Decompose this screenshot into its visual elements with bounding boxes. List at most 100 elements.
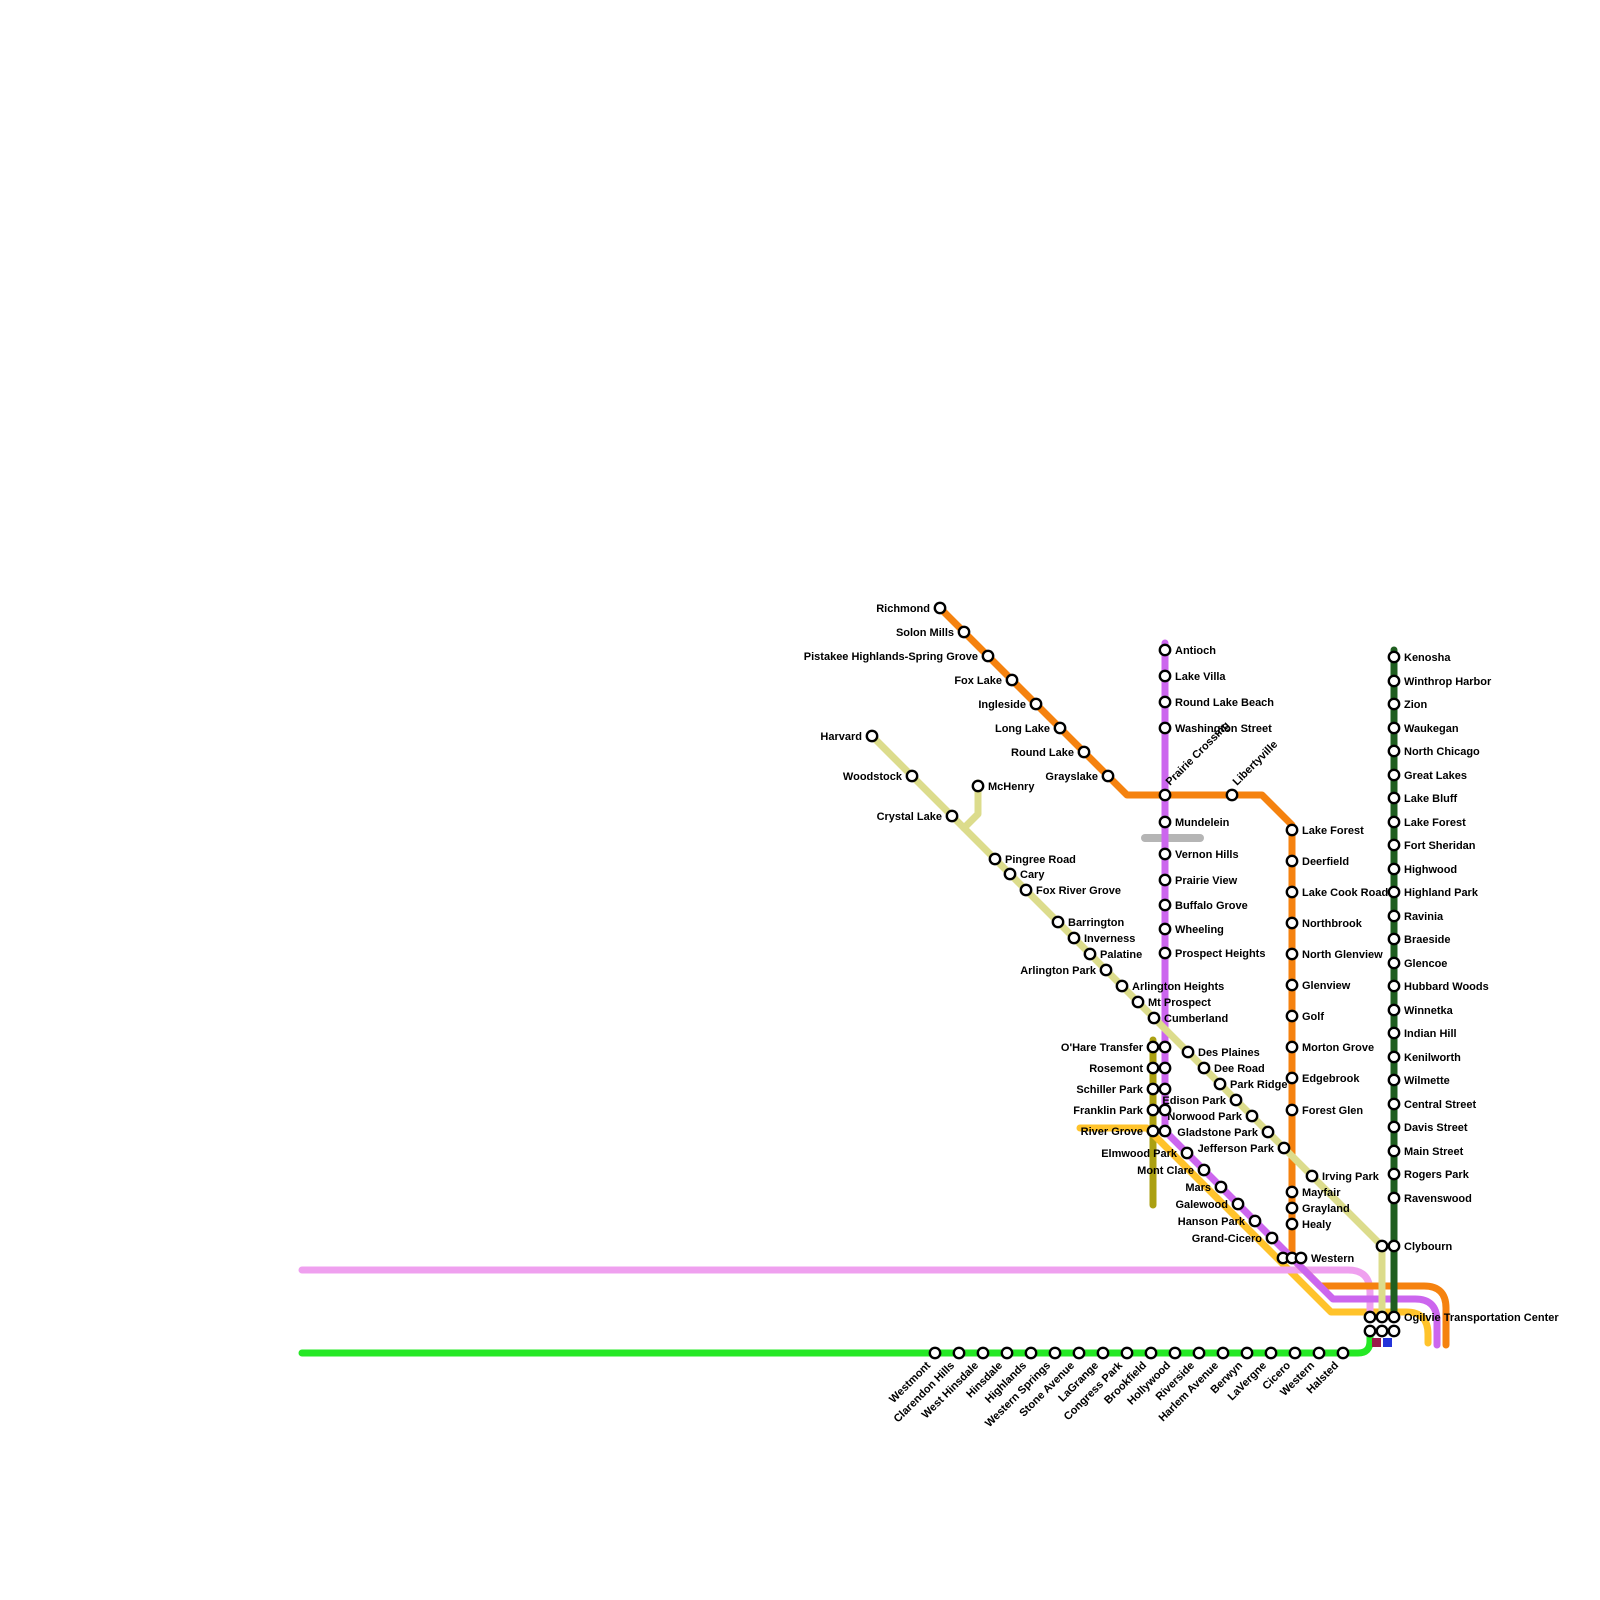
station-label: Elmwood Park (1101, 1148, 1178, 1160)
station-label: Rogers Park (1404, 1169, 1470, 1181)
station-label: Vernon Hills (1175, 849, 1239, 861)
station-label: North Glenview (1302, 949, 1383, 961)
station-label: Washington Street (1175, 723, 1272, 735)
station-marker (1387, 768, 1401, 782)
station-marker (957, 625, 971, 639)
station-label: Des Plaines (1198, 1047, 1260, 1059)
station-marker (1387, 909, 1401, 923)
station-marker (1146, 1061, 1160, 1075)
station-marker (1158, 922, 1172, 936)
station-label: Lake Villa (1175, 671, 1226, 683)
station-indian-hill: Indian Hill (1387, 1026, 1457, 1040)
station-label: Ogilvie Transportation Center (1404, 1312, 1559, 1324)
station-lake-forest: Lake Forest (1387, 815, 1466, 829)
station-o-hare-transfer: O'Hare Transfer (1061, 1040, 1172, 1054)
station-marker (1363, 1324, 1377, 1338)
station-label: Arlington Park (1020, 965, 1097, 977)
station-harvard: Harvard (820, 729, 879, 743)
station-marker (1192, 1346, 1206, 1360)
station-label: Pistakee Highlands-Spring Grove (804, 651, 978, 663)
station-marker (1387, 815, 1401, 829)
station-cumberland: Cumberland (1147, 1011, 1228, 1025)
station-long-lake: Long Lake (995, 721, 1067, 735)
station-wheeling: Wheeling (1158, 922, 1224, 936)
station-label: Grayslake (1045, 771, 1098, 783)
station-highland-park: Highland Park (1387, 885, 1479, 899)
station-label: Lake Forest (1302, 825, 1364, 837)
station-marker (1245, 1109, 1259, 1123)
station-marker (1294, 1251, 1308, 1265)
station-label: Cumberland (1164, 1013, 1228, 1025)
station-marker (1387, 1167, 1401, 1181)
line-khaki-line-branch (960, 779, 982, 832)
station-label: Edgebrook (1302, 1073, 1360, 1085)
station-marker (1285, 916, 1299, 930)
station-marker (1024, 1346, 1038, 1360)
blue-terminal-marker (1383, 1338, 1392, 1347)
station-marker (1158, 1082, 1172, 1096)
station-western: Western (1276, 1251, 1354, 1265)
station-label: Highwood (1404, 864, 1457, 876)
station-marker (1387, 1120, 1401, 1134)
station-river-grove: River Grove (1081, 1124, 1172, 1138)
station-marker (1387, 1003, 1401, 1017)
station-kenosha: Kenosha (1387, 650, 1451, 664)
station-ingleside: Ingleside (978, 697, 1043, 711)
station-fox-lake: Fox Lake (954, 673, 1019, 687)
station-marker (1072, 1346, 1086, 1360)
station-norwood-park: Norwood Park (1167, 1109, 1259, 1123)
station-marker (1120, 1346, 1134, 1360)
station-mars: Mars (1185, 1180, 1228, 1194)
station-marker (1158, 847, 1172, 861)
station-round-lake-beach: Round Lake Beach (1158, 695, 1274, 709)
line-bright-green-line (298, 1327, 1374, 1357)
station-label: McHenry (988, 781, 1035, 793)
station-healy: Healy (1285, 1217, 1332, 1231)
station-marker (1288, 1346, 1302, 1360)
station-label: Grand-Cicero (1192, 1233, 1263, 1245)
station-label: Golf (1302, 1011, 1324, 1023)
station-morton-grove: Morton Grove (1285, 1040, 1374, 1054)
station-marker (1285, 1103, 1299, 1117)
station-marker (1213, 1077, 1227, 1091)
station-label: Arlington Heights (1132, 981, 1224, 993)
station-lake-forest: Lake Forest (1285, 823, 1364, 837)
station-marker (1387, 744, 1401, 758)
station-franklin-park: Franklin Park (1073, 1103, 1172, 1117)
station-marker (1146, 1082, 1160, 1096)
station-label: River Grove (1081, 1126, 1143, 1138)
station-label: Waukegan (1404, 723, 1459, 735)
station-marker (971, 779, 985, 793)
station-marker (1240, 1346, 1254, 1360)
station-round-lake: Round Lake (1011, 745, 1091, 759)
station-marker (1158, 946, 1172, 960)
station-marker (1387, 979, 1401, 993)
station-label: Davis Street (1404, 1122, 1468, 1134)
station-label: Mt Prospect (1148, 997, 1211, 1009)
station-marker (976, 1346, 990, 1360)
station-rosemont: Rosemont (1089, 1061, 1172, 1075)
station-label: Mundelein (1175, 817, 1230, 829)
station-marker (1285, 854, 1299, 868)
station-marker (1216, 1346, 1230, 1360)
station-marker (1387, 862, 1401, 876)
station-label: Norwood Park (1167, 1111, 1242, 1123)
station-label: Buffalo Grove (1175, 900, 1248, 912)
station-label: Inverness (1084, 933, 1135, 945)
station-barrington: Barrington (1051, 915, 1125, 929)
station-schiller-park: Schiller Park (1076, 1082, 1172, 1096)
station-marker (1181, 1045, 1195, 1059)
station-marker (1387, 838, 1401, 852)
station-davis-street: Davis Street (1387, 1120, 1468, 1134)
station-marker (1375, 1310, 1389, 1324)
station-marker (1285, 1185, 1299, 1199)
station-prospect-heights: Prospect Heights (1158, 946, 1265, 960)
station-marker (1197, 1163, 1211, 1177)
station-marker (1158, 898, 1172, 912)
station-marker (1158, 873, 1172, 887)
station-marker (1067, 931, 1081, 945)
station-grayland: Grayland (1285, 1201, 1350, 1215)
station-braeside: Braeside (1387, 932, 1450, 946)
station-label: Ravenswood (1404, 1193, 1472, 1205)
station-marker (1231, 1197, 1245, 1211)
